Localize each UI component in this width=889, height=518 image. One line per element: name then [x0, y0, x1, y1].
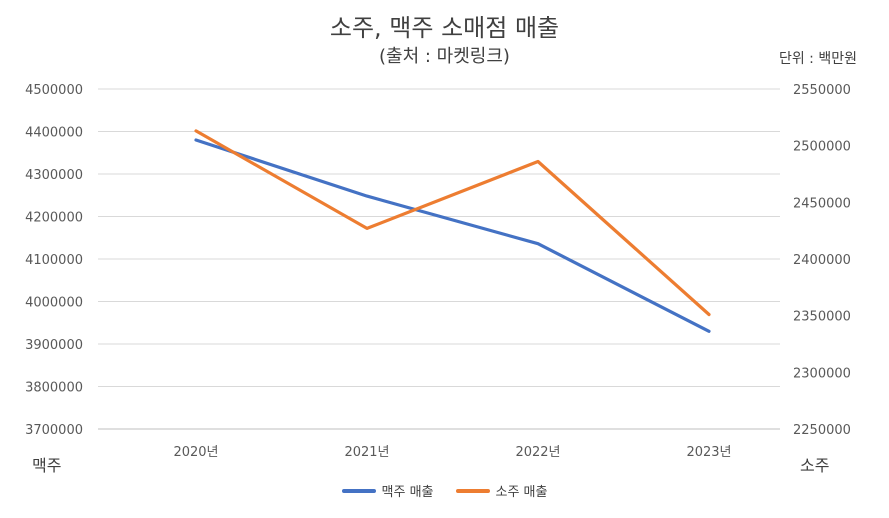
left-tick-label: 4200000 [25, 211, 83, 226]
right-tick-label: 2250000 [793, 423, 851, 438]
left-axis-label: 맥주 [32, 456, 62, 475]
right-tick-label: 2450000 [793, 196, 851, 211]
legend-item-beer[interactable]: 맥주 매출 [341, 481, 434, 500]
chart-subtitle: (출처 : 마켓링크) [379, 46, 510, 67]
legend-swatch-beer [341, 488, 376, 493]
left-tick-label: 4500000 [25, 83, 83, 98]
legend-item-soju[interactable]: 소주 매출 [455, 481, 548, 500]
right-tick-label: 2400000 [793, 253, 851, 268]
right-tick-label: 2300000 [793, 366, 851, 381]
left-tick-label: 3900000 [25, 338, 83, 353]
x-tick-label: 2022년 [515, 445, 560, 460]
legend: 맥주 매출 소주 매출 [0, 481, 889, 500]
right-axis-label: 소주 [800, 456, 830, 475]
x-tick-label: 2021년 [344, 445, 389, 460]
legend-label-beer: 맥주 매출 [381, 485, 434, 500]
legend-label-soju: 소주 매출 [495, 485, 548, 500]
series-line-soju [194, 129, 711, 317]
left-tick-label: 3800000 [25, 381, 83, 396]
right-tick-label: 2350000 [793, 310, 851, 325]
left-tick-label: 4400000 [25, 126, 83, 141]
left-tick-label: 4100000 [25, 253, 83, 268]
legend-swatch-soju [455, 488, 490, 493]
x-tick-label: 2023년 [686, 445, 731, 460]
unit-label: 단위 : 백만원 [778, 51, 857, 67]
right-tick-label: 2550000 [793, 83, 851, 98]
chart-title: 소주, 맥주 소매점 매출 [329, 14, 560, 42]
series-line-beer [194, 138, 711, 333]
x-tick-label: 2020년 [173, 445, 218, 460]
left-tick-label: 4300000 [25, 168, 83, 183]
right-tick-label: 2500000 [793, 140, 851, 155]
left-tick-label: 4000000 [25, 296, 83, 311]
left-tick-label: 3700000 [25, 423, 83, 438]
